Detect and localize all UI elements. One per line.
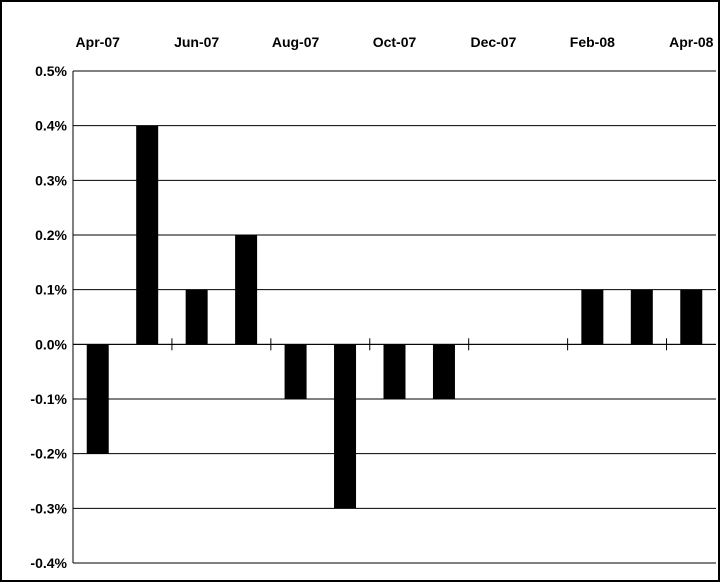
x-tick-label: Aug-07 xyxy=(272,34,320,50)
y-tick-label: 0.5% xyxy=(35,63,67,79)
y-tick-label: -0.2% xyxy=(30,446,67,462)
bar xyxy=(680,289,703,345)
x-tick-label: Jun-07 xyxy=(174,34,219,50)
bar xyxy=(86,344,109,454)
y-tick-label: -0.4% xyxy=(30,555,67,571)
bar xyxy=(185,289,208,345)
y-tick-label: 0.4% xyxy=(35,118,67,134)
x-tick-label: Dec-07 xyxy=(470,34,516,50)
y-tick-label: 0.3% xyxy=(35,172,67,188)
x-tick-label: Apr-08 xyxy=(669,34,714,50)
bar xyxy=(136,125,159,345)
x-tick-label: Oct-07 xyxy=(373,34,417,50)
bar xyxy=(383,344,406,399)
axes xyxy=(72,71,716,563)
y-tick-label: 0.0% xyxy=(35,336,67,352)
bar xyxy=(432,344,455,399)
x-tick-label: Apr-07 xyxy=(76,34,121,50)
bars xyxy=(86,125,703,509)
bar xyxy=(334,344,357,509)
y-tick-labels: 0.5% 0.4% 0.3% 0.2% 0.1% 0.0% -0.1% -0.2% -0.3% -… xyxy=(30,63,67,571)
bar xyxy=(284,344,307,399)
y-tick-label: -0.3% xyxy=(30,500,67,516)
bar xyxy=(581,289,604,345)
bar xyxy=(630,289,653,345)
y-tick-label: -0.1% xyxy=(30,391,67,407)
bar xyxy=(235,235,258,345)
y-tick-label: 0.2% xyxy=(35,227,67,243)
x-tick-labels: Apr-07 Jun-07 Aug-07 Oct-07 Dec-07 Feb-08 Apr-… xyxy=(76,34,714,50)
y-tick-label: 0.1% xyxy=(35,282,67,298)
x-tick-label: Feb-08 xyxy=(570,34,615,50)
